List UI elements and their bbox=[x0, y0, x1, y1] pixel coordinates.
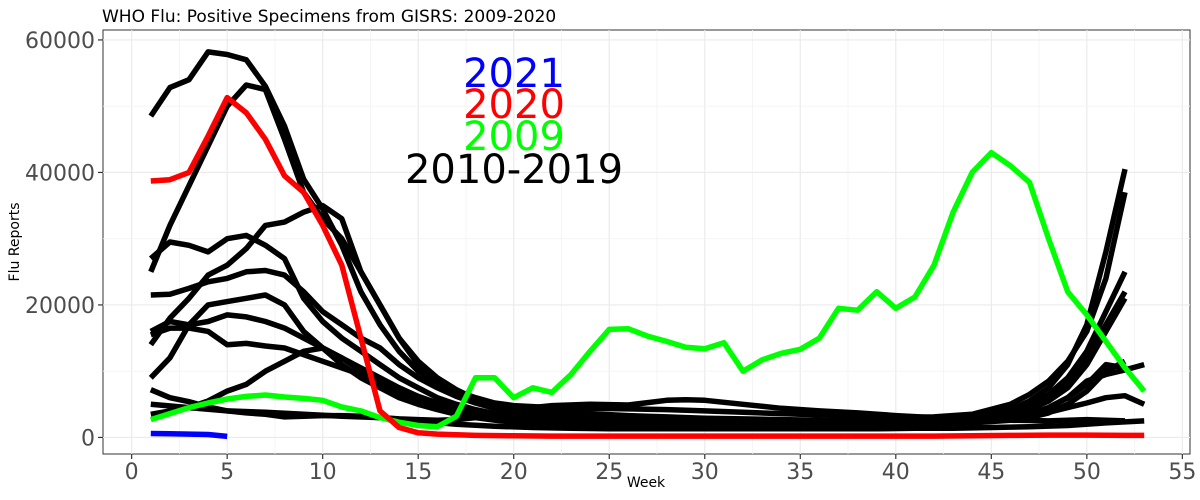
x-tick-label: 40 bbox=[882, 460, 910, 485]
x-tick-label: 55 bbox=[1168, 460, 1196, 485]
y-tick-label: 60000 bbox=[25, 29, 95, 54]
series-line-2020 bbox=[150, 94, 1145, 439]
series-lines bbox=[148, 49, 1147, 440]
y-tick-label: 0 bbox=[81, 426, 95, 451]
x-tick-label: 35 bbox=[786, 460, 814, 485]
y-axis-title: Flu Reports bbox=[7, 203, 23, 282]
legend-label-2021: 2021 bbox=[463, 51, 565, 97]
series-line-2009 bbox=[149, 149, 1147, 430]
x-tick-label: 5 bbox=[220, 460, 234, 485]
series-line-2010-2019-i bbox=[150, 345, 1145, 429]
x-tick-label: 30 bbox=[691, 460, 719, 485]
chart-title: WHO Flu: Positive Specimens from GISRS: … bbox=[102, 7, 556, 27]
x-tick-label: 45 bbox=[977, 460, 1005, 485]
x-tick-label: 25 bbox=[595, 460, 623, 485]
plot-panel bbox=[102, 29, 1191, 455]
y-tick-label: 20000 bbox=[25, 294, 95, 319]
grid-lines bbox=[103, 30, 1190, 454]
x-tick-label: 20 bbox=[500, 460, 528, 485]
series-line-2021 bbox=[150, 430, 228, 440]
x-tick-label: 15 bbox=[404, 460, 432, 485]
x-tick-label: 50 bbox=[1073, 460, 1101, 485]
x-tick-label: 0 bbox=[125, 460, 139, 485]
series-line-2010-2019-k bbox=[150, 401, 1145, 432]
x-tick-label: 10 bbox=[309, 460, 337, 485]
axes: 0 5 10 15 20 25 30 35 40 45 50 55 0 20000 40000 60000 bbox=[25, 29, 1196, 485]
y-tick-label: 40000 bbox=[25, 161, 95, 186]
legend-label-2020: 2020 bbox=[463, 82, 565, 128]
x-axis-title: Week bbox=[627, 475, 666, 491]
legend-label-2010-2019: 2010-2019 bbox=[405, 147, 623, 193]
legend-label-2009: 2009 bbox=[463, 114, 565, 160]
